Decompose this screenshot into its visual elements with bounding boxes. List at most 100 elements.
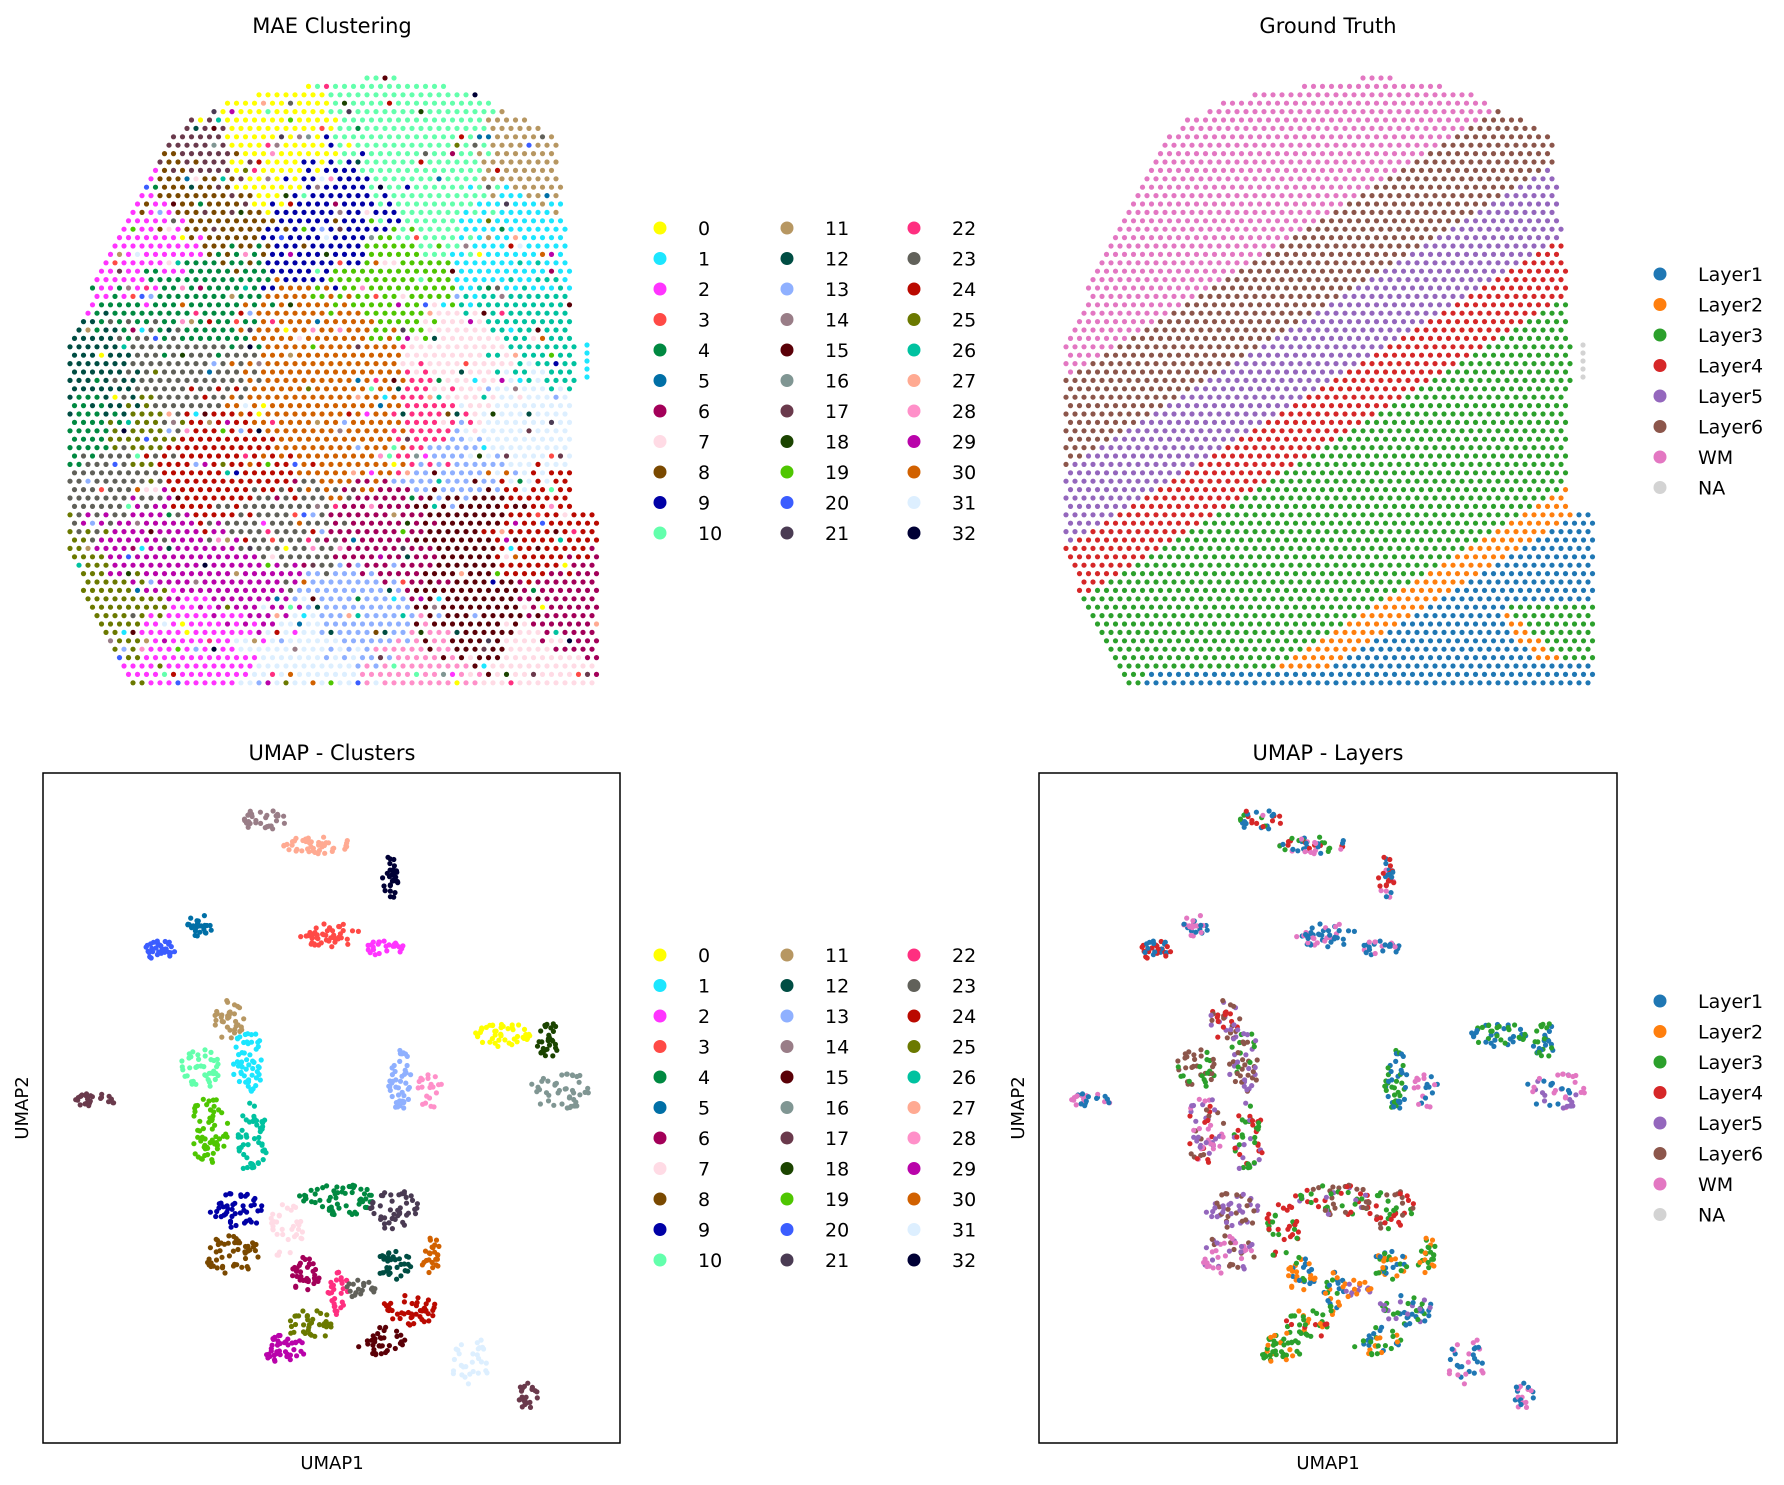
spot <box>584 358 590 364</box>
spot <box>265 310 271 316</box>
spot <box>242 655 249 661</box>
spot <box>557 285 564 291</box>
spot <box>454 209 460 215</box>
spot <box>157 445 163 451</box>
spot <box>368 621 375 627</box>
spot <box>440 436 447 442</box>
spot <box>116 251 123 257</box>
spot <box>481 495 487 501</box>
spot <box>1135 193 1141 199</box>
spot <box>400 495 406 501</box>
spot <box>364 579 370 585</box>
spot <box>1414 226 1420 232</box>
spot <box>215 151 222 157</box>
spot <box>481 629 487 636</box>
spot <box>350 571 357 577</box>
spot <box>373 361 379 367</box>
spot <box>184 663 190 669</box>
spot <box>319 361 325 367</box>
spot <box>314 571 321 577</box>
spot <box>557 470 564 476</box>
spot <box>152 587 159 594</box>
spot <box>355 394 361 400</box>
spot <box>283 680 289 686</box>
spot <box>161 671 168 678</box>
spot <box>1324 92 1330 98</box>
spot <box>562 243 568 249</box>
spot <box>103 293 109 299</box>
spot <box>130 579 136 585</box>
spot <box>481 445 487 451</box>
spot <box>1342 176 1348 182</box>
spot <box>413 218 420 224</box>
spot <box>1274 117 1281 123</box>
legend-label: 11 <box>825 218 849 240</box>
spot <box>134 537 141 543</box>
spot <box>296 335 303 341</box>
spot <box>179 621 186 627</box>
spot <box>1436 117 1443 123</box>
spot <box>1279 277 1285 283</box>
spot <box>436 310 442 316</box>
spot <box>283 629 289 636</box>
spot <box>400 579 406 585</box>
spot <box>1364 134 1371 140</box>
spot <box>1454 151 1461 157</box>
spot <box>530 167 537 173</box>
spot <box>1481 151 1488 157</box>
spot <box>350 167 357 173</box>
spot <box>224 319 231 325</box>
spot <box>242 100 249 106</box>
spot <box>364 646 370 652</box>
spot <box>1243 142 1249 148</box>
spot <box>188 436 195 442</box>
spot <box>1342 243 1348 249</box>
spot <box>1261 92 1267 98</box>
spot <box>503 436 510 442</box>
spot <box>1229 235 1236 241</box>
spot <box>1202 268 1209 274</box>
spot <box>1373 184 1380 190</box>
spot <box>107 436 114 442</box>
legend-marker <box>780 435 794 448</box>
spot <box>476 319 483 325</box>
spot <box>103 613 109 619</box>
spot <box>260 386 267 392</box>
spot <box>544 579 550 585</box>
spot <box>1112 235 1119 241</box>
spot <box>67 461 73 467</box>
spot <box>238 226 244 232</box>
spot <box>332 436 339 442</box>
spot <box>440 201 447 207</box>
spot <box>1513 277 1519 283</box>
spot <box>1328 251 1335 257</box>
spot <box>449 638 456 644</box>
spot <box>89 453 96 459</box>
spot <box>301 377 307 383</box>
spot <box>85 495 91 501</box>
spot <box>539 335 546 341</box>
spot <box>1337 167 1344 173</box>
spot <box>1495 159 1501 165</box>
spot <box>575 537 582 543</box>
spot <box>1216 109 1222 115</box>
spot <box>116 587 123 594</box>
spot <box>1324 142 1330 148</box>
spot <box>121 327 127 333</box>
spot <box>409 176 415 182</box>
spot <box>463 629 469 636</box>
spot <box>233 419 240 425</box>
spot <box>436 529 442 535</box>
spot <box>103 327 109 333</box>
spot <box>1229 151 1236 157</box>
spot <box>584 342 590 348</box>
spot <box>494 134 501 140</box>
spot <box>197 604 204 610</box>
spot <box>130 545 136 552</box>
spot <box>1513 243 1519 249</box>
spot <box>283 159 289 165</box>
spot <box>233 201 240 207</box>
spot <box>278 453 285 459</box>
spot <box>1274 151 1281 157</box>
spot <box>296 100 303 106</box>
